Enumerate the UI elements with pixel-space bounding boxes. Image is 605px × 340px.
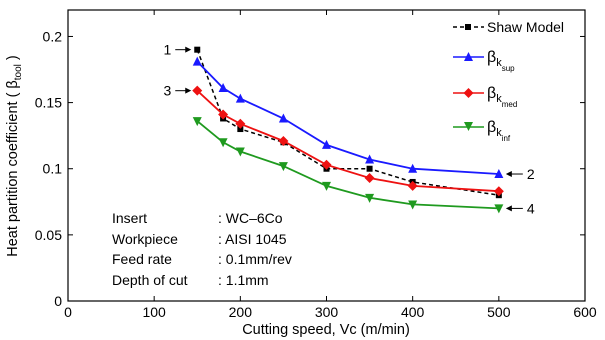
data-point-square (194, 46, 201, 53)
x-tick-label: 300 (315, 304, 339, 320)
data-point-triangle-up (494, 169, 504, 179)
legend-item-shaw: Shaw Model (453, 19, 564, 35)
condition-value-workpiece: : AISI 1045 (218, 231, 287, 247)
x-tick-label: 0 (64, 304, 72, 320)
data-point-diamond (364, 172, 375, 183)
x-tick-label: 200 (229, 304, 253, 320)
condition-key-feed-rate: Feed rate (112, 251, 172, 267)
series-inf (192, 117, 504, 214)
legend-marker-square (465, 24, 471, 30)
data-point-square (366, 165, 373, 172)
data-point-diamond (192, 85, 203, 96)
data-point-triangle-up (218, 83, 228, 93)
legend-label-sup-sub: sup (502, 64, 515, 73)
callout-4: 4 (505, 200, 535, 216)
x-tick-label: 100 (142, 304, 166, 320)
data-point-triangle-down (278, 162, 288, 172)
condition-value-insert: : WC–6Co (218, 210, 283, 226)
y-axis-label-end: ) (5, 55, 21, 64)
x-tick-label: 600 (573, 304, 597, 320)
series-med (192, 85, 504, 197)
condition-key-workpiece: Workpiece (112, 231, 178, 247)
legend-item-inf: βkinf (453, 119, 511, 143)
callout-3: 3 (163, 83, 192, 99)
series-line (196, 120, 499, 210)
callout-label: 3 (163, 83, 171, 99)
callout-label: 2 (527, 166, 535, 182)
data-point-triangle-down (192, 117, 202, 127)
legend-label-sup-beta: β (487, 49, 496, 66)
callout-label: 4 (527, 200, 535, 216)
series-line (196, 90, 499, 193)
series-layer (192, 46, 504, 214)
data-point-diamond (407, 180, 418, 191)
legend-marker-triangle-down (464, 122, 473, 131)
condition-key-insert: Insert (112, 210, 147, 226)
legend-label-med-sub: med (502, 100, 518, 109)
legend-marker-triangle-up (464, 52, 473, 61)
legend-marker-diamond (463, 88, 474, 98)
data-point-diamond (278, 135, 289, 146)
legend-label-sup-k: k (496, 57, 502, 69)
legend-label-med: βkmed (487, 85, 517, 109)
x-tick-label: 500 (487, 304, 511, 320)
data-point-diamond (235, 118, 246, 129)
data-point-triangle-up (278, 113, 288, 123)
legend: Shaw Model βksup βkmed βkinf (453, 19, 564, 143)
legend-item-med: βkmed (453, 85, 517, 109)
legend-label-inf-beta: β (487, 119, 496, 136)
condition-value-depth-of-cut: : 1.1mm (218, 272, 269, 288)
legend-label-med-beta: β (487, 85, 496, 102)
x-axis-label: Cutting speed, Vc (m/min) (242, 322, 410, 338)
series-sup (192, 56, 504, 179)
y-tick-label: 0.1 (43, 161, 63, 177)
legend-label-med-k: k (496, 93, 502, 105)
callout-arrow-head (185, 46, 192, 53)
data-point-square (237, 126, 244, 133)
data-point-diamond (321, 159, 332, 170)
callout-label: 1 (163, 42, 171, 58)
callout-layer: 1 3 2 4 (163, 42, 534, 217)
callout-2: 2 (505, 166, 535, 182)
data-point-triangle-up (322, 139, 331, 149)
data-point-triangle-down (408, 200, 418, 210)
y-tick-label: 0.15 (35, 95, 62, 111)
data-point-diamond (493, 186, 504, 197)
legend-label-inf: βkinf (487, 119, 511, 143)
y-axis-label-sub: tool (13, 64, 24, 80)
x-tick-label: 400 (401, 304, 425, 320)
y-tick-label: 0.2 (43, 28, 63, 44)
data-point-diamond (218, 109, 229, 120)
callout-1: 1 (163, 42, 192, 58)
y-tick-label: 0 (54, 293, 62, 309)
legend-label-shaw: Shaw Model (487, 19, 564, 35)
legend-label-inf-sub: inf (502, 134, 511, 143)
data-point-triangle-down (322, 181, 331, 191)
legend-label-sup: βksup (487, 49, 515, 73)
series-line (196, 49, 499, 196)
data-point-triangle-down (365, 193, 375, 203)
data-point-triangle-up (365, 154, 375, 164)
data-point-triangle-down (235, 147, 245, 157)
data-point-triangle-down (494, 204, 504, 214)
series-line (196, 60, 499, 175)
conditions-annotation: Insert : WC–6Co Workpiece : AISI 1045 Fe… (112, 210, 292, 288)
condition-value-feed-rate: : 0.1mm/rev (218, 251, 292, 267)
condition-key-depth-of-cut: Depth of cut (112, 272, 188, 288)
y-axis-label: Heat partition coefficient ( βtool ) (5, 55, 24, 257)
data-point-triangle-up (235, 93, 245, 103)
legend-label-inf-k: k (496, 127, 502, 139)
legend-item-sup: βksup (453, 49, 515, 73)
data-point-triangle-up (408, 163, 418, 173)
y-axis-label-main: Heat partition coefficient ( β (5, 80, 21, 257)
data-point-triangle-up (192, 56, 202, 66)
y-tick-label: 0.05 (35, 227, 62, 243)
data-point-triangle-down (218, 138, 228, 148)
axes: 0 100 200 300 400 500 600 0 0.05 0.1 0.15 0.2 (35, 10, 597, 320)
callout-arrow-head (505, 171, 512, 178)
callout-arrow-head (185, 87, 192, 94)
callout-arrow-head (505, 205, 512, 212)
